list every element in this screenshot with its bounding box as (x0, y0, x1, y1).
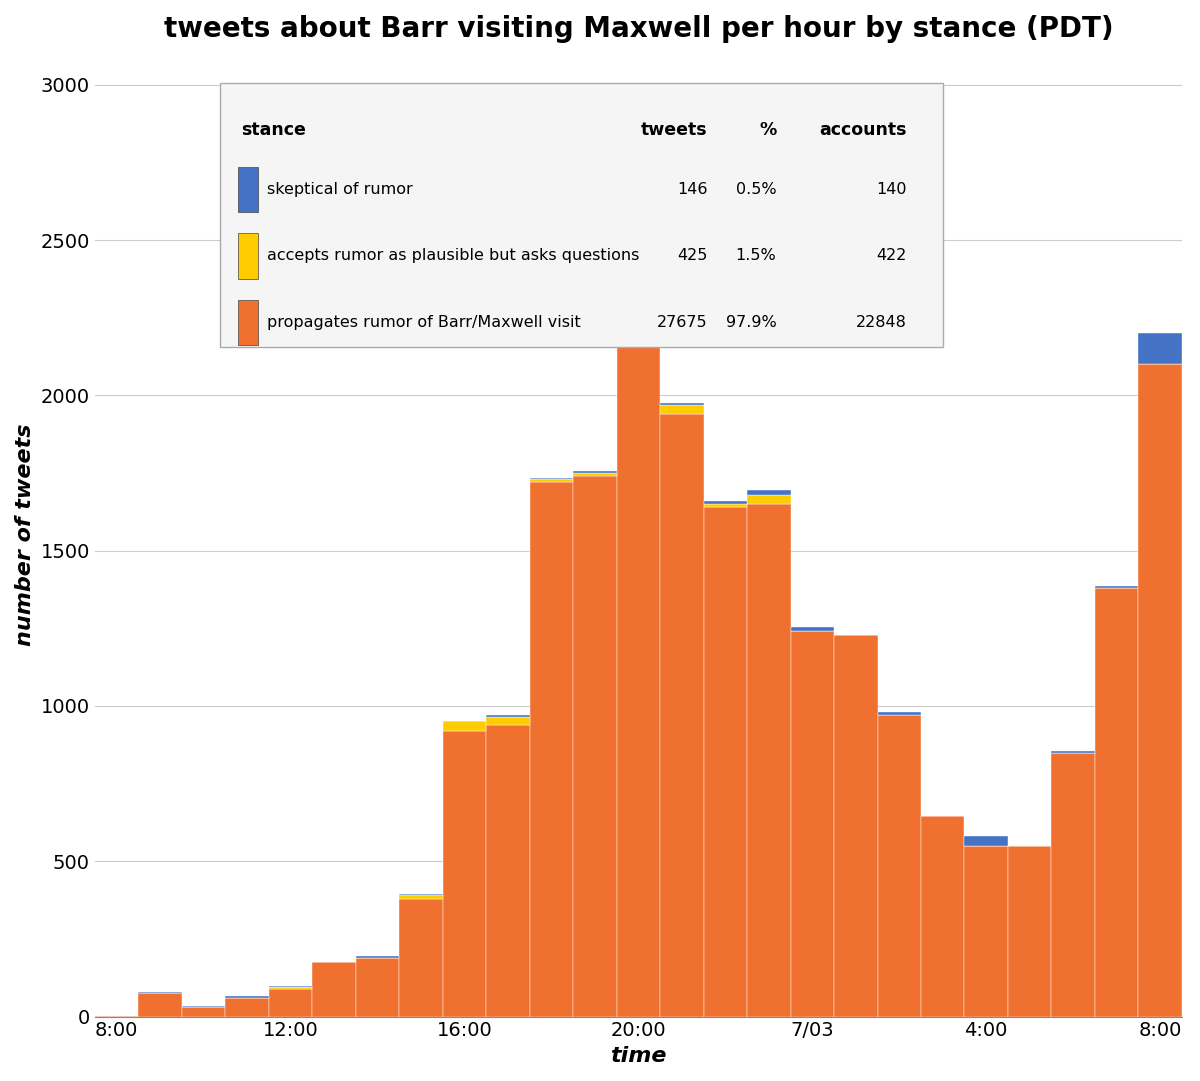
Title: tweets about Barr visiting Maxwell per hour by stance (PDT): tweets about Barr visiting Maxwell per h… (163, 15, 1114, 43)
Bar (269, 986, 312, 987)
Bar (1008, 845, 1051, 1016)
Bar (181, 1005, 226, 1007)
Bar (443, 731, 486, 1016)
Bar (269, 987, 312, 989)
Bar (1051, 752, 1094, 1016)
Bar (877, 716, 922, 1016)
Bar (138, 993, 181, 1016)
Bar (355, 958, 400, 1016)
Bar (617, 261, 660, 262)
Bar (877, 712, 922, 716)
Bar (226, 997, 269, 998)
Bar (748, 495, 791, 504)
Bar (486, 724, 529, 1016)
X-axis label: time: time (610, 1046, 667, 1066)
Bar (400, 894, 443, 895)
Bar (617, 293, 660, 1016)
Bar (574, 476, 617, 1016)
Bar (1094, 586, 1139, 588)
Bar (791, 627, 834, 631)
Bar (1139, 364, 1182, 1016)
Bar (138, 991, 181, 993)
Bar (574, 471, 617, 473)
Bar (529, 478, 574, 479)
Bar (400, 898, 443, 1016)
Bar (400, 895, 443, 898)
Bar (660, 414, 703, 1016)
Bar (226, 998, 269, 1016)
Bar (791, 631, 834, 1016)
Bar (748, 504, 791, 1016)
Bar (834, 635, 877, 1016)
Bar (574, 473, 617, 476)
Bar (660, 403, 703, 404)
Bar (965, 837, 1008, 845)
Bar (748, 490, 791, 495)
Bar (181, 1007, 226, 1016)
Bar (703, 504, 748, 507)
Bar (269, 989, 312, 1016)
Bar (312, 962, 355, 1016)
Bar (1094, 588, 1139, 1016)
Bar (922, 816, 965, 1016)
Bar (965, 845, 1008, 1016)
Bar (443, 721, 486, 731)
Bar (660, 404, 703, 414)
Y-axis label: number of tweets: number of tweets (16, 424, 35, 646)
Bar (703, 507, 748, 1016)
Bar (486, 717, 529, 724)
Bar (486, 716, 529, 717)
Bar (529, 482, 574, 1016)
Bar (617, 262, 660, 293)
Bar (1051, 751, 1094, 752)
Bar (529, 479, 574, 482)
Bar (703, 501, 748, 504)
Bar (355, 956, 400, 958)
Bar (1139, 333, 1182, 364)
